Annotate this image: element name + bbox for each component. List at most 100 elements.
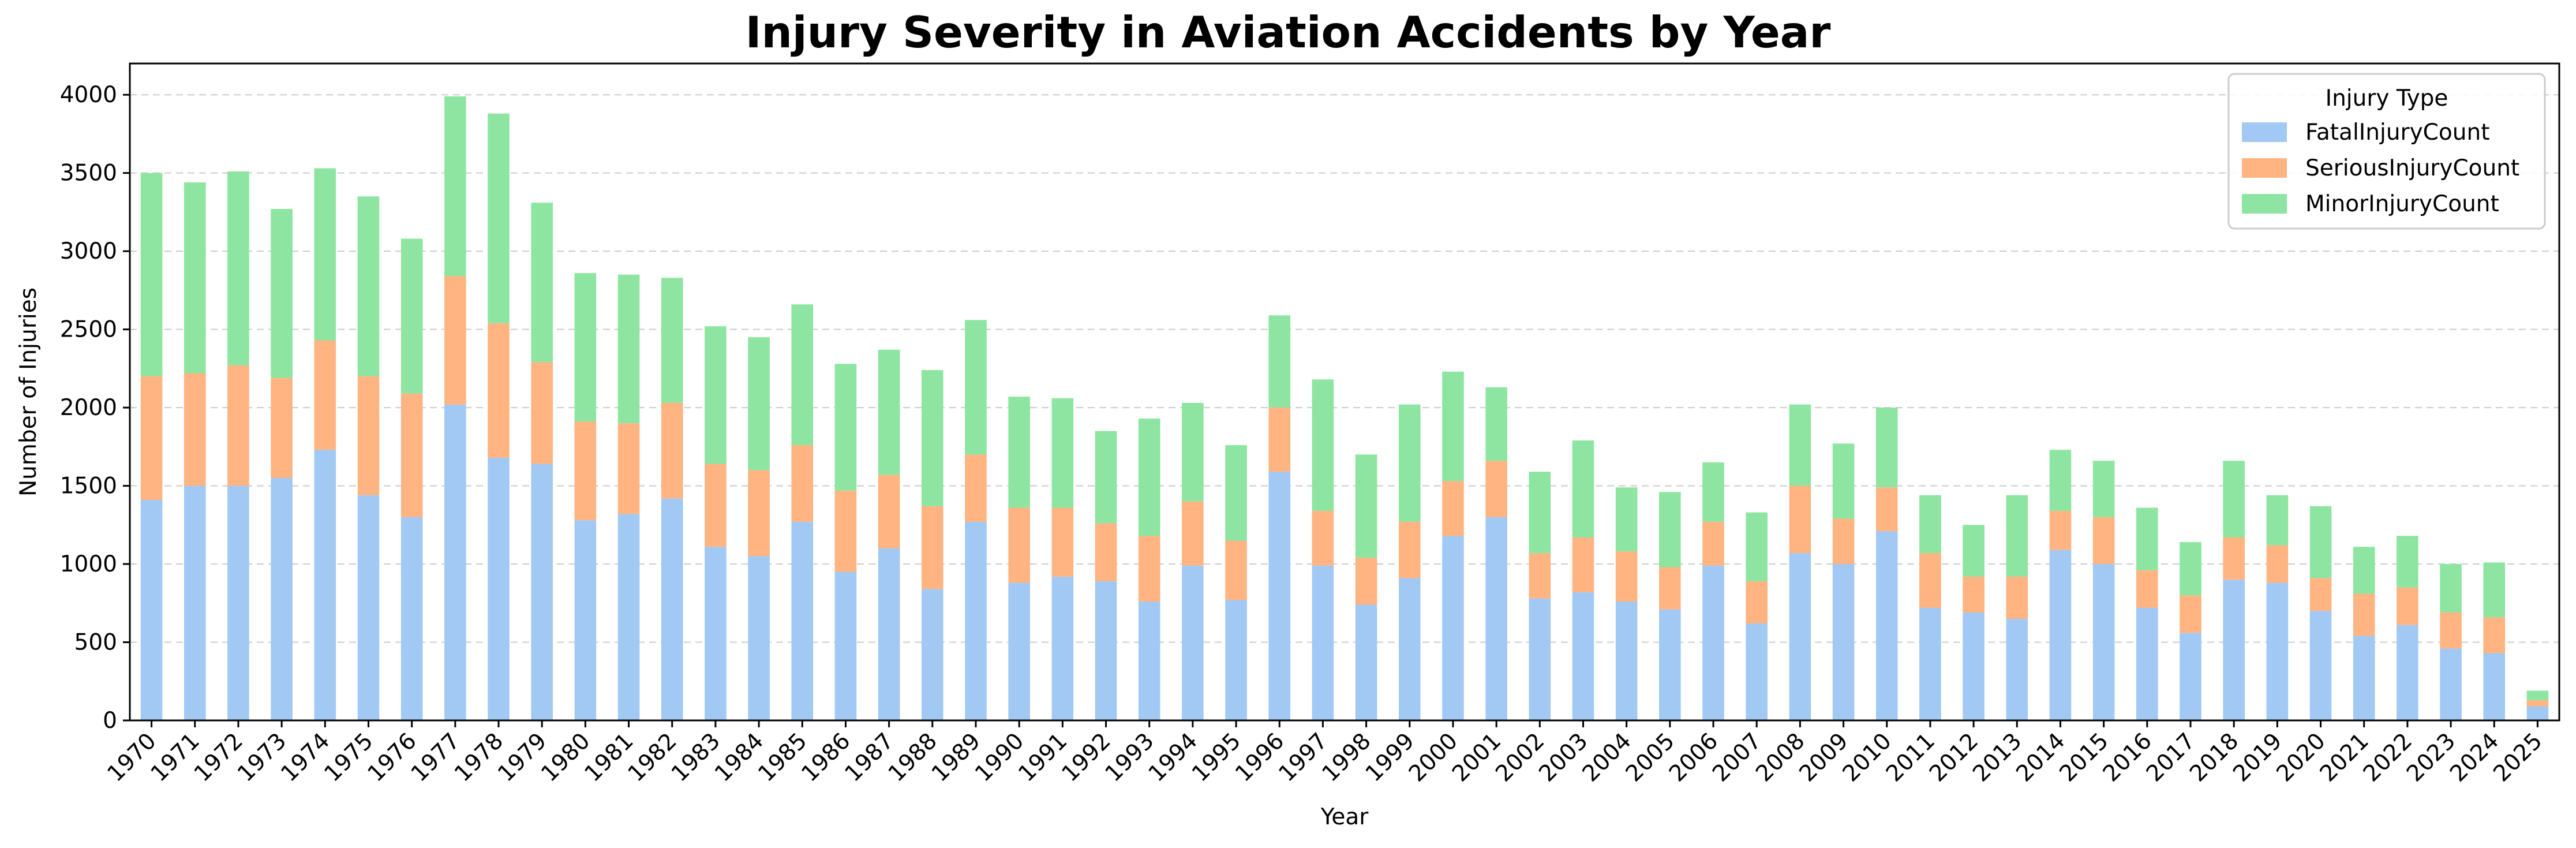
bar-SeriousInjuryCount-2022 (2397, 587, 2418, 625)
y-tick-label: 1000 (60, 551, 117, 577)
y-tick-label: 3500 (60, 160, 117, 186)
bar-SeriousInjuryCount-1972 (227, 365, 249, 486)
bar-SeriousInjuryCount-1988 (922, 506, 943, 589)
bar-FatalInjuryCount-2011 (1919, 607, 1941, 720)
bar-SeriousInjuryCount-1989 (965, 454, 987, 522)
bar-SeriousInjuryCount-2005 (1659, 567, 1681, 610)
bar-SeriousInjuryCount-2012 (1963, 576, 1985, 613)
x-tick-label: 2004 (1578, 728, 1637, 787)
bar-FatalInjuryCount-2014 (2049, 550, 2072, 720)
bar-MinorInjuryCount-2008 (1789, 404, 1811, 486)
bar-SeriousInjuryCount-1970 (140, 376, 163, 500)
bar-MinorInjuryCount-1991 (1051, 398, 1074, 508)
x-tick-label: 1972 (189, 728, 248, 787)
bar-SeriousInjuryCount-2003 (1572, 537, 1594, 592)
bar-SeriousInjuryCount-1978 (488, 323, 510, 458)
bar-FatalInjuryCount-2009 (1832, 564, 1855, 720)
x-tick-label: 1978 (450, 728, 508, 787)
bar-MinorInjuryCount-1975 (357, 196, 380, 376)
x-tick-label: 2000 (1404, 728, 1463, 787)
bar-SeriousInjuryCount-2001 (1485, 461, 1507, 517)
bar-MinorInjuryCount-2016 (2136, 507, 2158, 570)
bar-FatalInjuryCount-1975 (357, 495, 380, 720)
bar-FatalInjuryCount-1984 (748, 556, 770, 720)
bar-SeriousInjuryCount-2020 (2309, 578, 2332, 611)
bar-SeriousInjuryCount-1992 (1095, 523, 1117, 581)
x-tick-label: 1977 (406, 728, 465, 787)
bar-MinorInjuryCount-2019 (2266, 495, 2289, 546)
bar-FatalInjuryCount-1995 (1225, 600, 1247, 720)
bar-FatalInjuryCount-1979 (531, 464, 553, 720)
y-axis-label: Number of Injuries (16, 287, 42, 496)
bar-MinorInjuryCount-2024 (2483, 562, 2506, 618)
bar-FatalInjuryCount-1988 (922, 589, 943, 720)
bar-FatalInjuryCount-1997 (1312, 565, 1334, 720)
bar-FatalInjuryCount-2013 (2006, 618, 2028, 720)
bar-FatalInjuryCount-2019 (2266, 582, 2289, 720)
bars (140, 96, 2549, 720)
x-tick-label: 1989 (927, 728, 986, 787)
x-tick-label: 1992 (1057, 728, 1116, 787)
bar-FatalInjuryCount-1971 (184, 485, 206, 720)
bar-FatalInjuryCount-2010 (1875, 531, 1898, 720)
x-tick-label: 1975 (320, 728, 379, 787)
bar-SeriousInjuryCount-1973 (271, 378, 293, 479)
bar-FatalInjuryCount-1987 (878, 548, 900, 720)
bar-MinorInjuryCount-1988 (922, 370, 943, 506)
bar-FatalInjuryCount-1999 (1398, 578, 1421, 720)
x-tick-label: 1984 (710, 728, 769, 787)
x-tick-label: 1971 (146, 728, 205, 787)
bar-MinorInjuryCount-2023 (2440, 564, 2462, 613)
bar-FatalInjuryCount-2016 (2136, 607, 2158, 720)
legend-swatch-MinorInjuryCount (2242, 194, 2287, 214)
bar-MinorInjuryCount-2015 (2092, 461, 2115, 517)
x-tick-label: 2005 (1621, 728, 1680, 787)
x-tick-label: 1990 (970, 728, 1029, 787)
x-axis: 1970197119721973197419751976197719781979… (103, 720, 2547, 787)
bar-SeriousInjuryCount-1987 (878, 475, 900, 548)
bar-SeriousInjuryCount-2007 (1746, 581, 1768, 624)
bar-SeriousInjuryCount-2011 (1919, 553, 1941, 608)
bar-FatalInjuryCount-1993 (1138, 602, 1160, 720)
bar-MinorInjuryCount-2017 (2180, 542, 2201, 596)
legend-swatch-SeriousInjuryCount (2242, 158, 2287, 178)
bar-FatalInjuryCount-1978 (488, 457, 510, 720)
x-tick-label: 2020 (2272, 728, 2331, 787)
bar-SeriousInjuryCount-2025 (2526, 700, 2549, 707)
legend-frame (2227, 73, 2546, 230)
x-tick-label: 2011 (1881, 728, 1940, 787)
bar-FatalInjuryCount-1982 (661, 498, 683, 720)
x-tick-label: 1995 (1187, 728, 1246, 787)
bar-MinorInjuryCount-1985 (791, 304, 814, 446)
bar-FatalInjuryCount-2022 (2397, 625, 2418, 720)
bar-SeriousInjuryCount-1998 (1355, 558, 1377, 605)
bar-FatalInjuryCount-1986 (834, 571, 857, 720)
bar-MinorInjuryCount-1994 (1182, 402, 1204, 502)
bar-SeriousInjuryCount-2021 (2353, 593, 2375, 636)
bar-FatalInjuryCount-1994 (1182, 565, 1204, 720)
bar-FatalInjuryCount-2018 (2223, 580, 2245, 720)
bar-MinorInjuryCount-2022 (2397, 536, 2418, 588)
bar-SeriousInjuryCount-1991 (1051, 507, 1074, 577)
bar-SeriousInjuryCount-1974 (314, 340, 336, 450)
bar-MinorInjuryCount-2003 (1572, 440, 1594, 537)
y-tick-label: 4000 (60, 82, 117, 108)
bar-SeriousInjuryCount-1996 (1268, 408, 1291, 472)
x-tick-label: 2025 (2488, 728, 2547, 787)
x-tick-label: 1982 (623, 728, 682, 787)
bar-MinorInjuryCount-1971 (184, 182, 206, 373)
bar-MinorInjuryCount-1979 (531, 203, 553, 363)
x-tick-label: 2024 (2445, 728, 2504, 787)
bar-FatalInjuryCount-2012 (1963, 612, 1985, 720)
legend-swatch-FatalInjuryCount (2242, 122, 2287, 142)
x-tick-label: 1976 (363, 728, 422, 787)
bar-SeriousInjuryCount-2006 (1702, 521, 1724, 566)
bar-FatalInjuryCount-2001 (1485, 517, 1507, 720)
bar-MinorInjuryCount-2011 (1919, 495, 1941, 554)
x-tick-label: 1973 (233, 728, 291, 787)
bar-SeriousInjuryCount-2023 (2440, 612, 2462, 649)
bar-SeriousInjuryCount-2013 (2006, 576, 2028, 619)
bar-FatalInjuryCount-2004 (1615, 602, 1638, 720)
y-axis: 0 500 1000 1500 2000 2500 3000 3500 4000 (60, 82, 130, 734)
bar-MinorInjuryCount-2010 (1875, 408, 1898, 488)
